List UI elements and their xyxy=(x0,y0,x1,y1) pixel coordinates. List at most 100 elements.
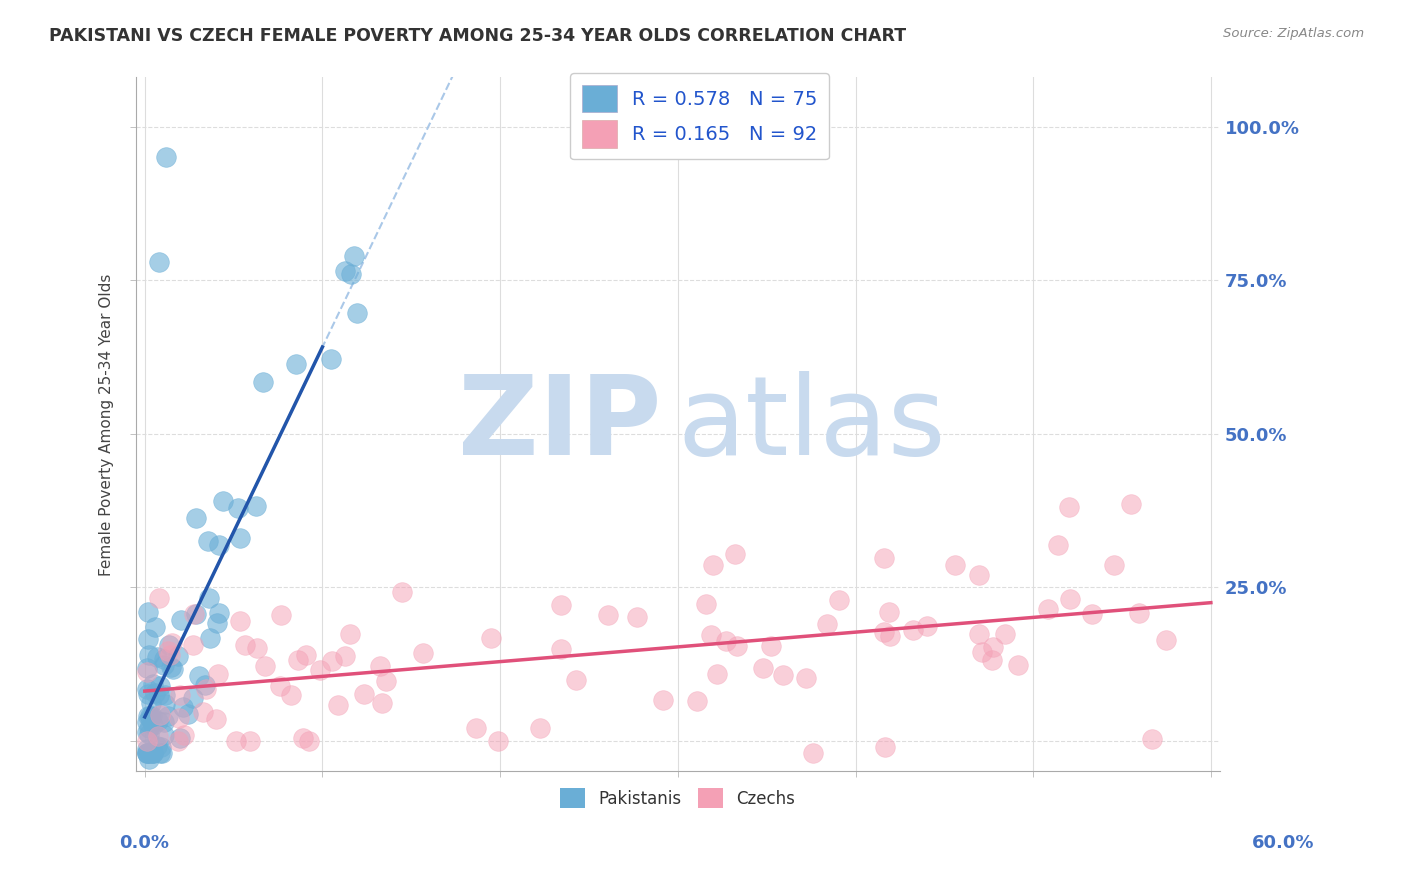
Point xyxy=(1154,633,1177,648)
Point xyxy=(229,531,252,545)
Point xyxy=(651,692,673,706)
Point xyxy=(141,696,163,710)
Point xyxy=(208,606,231,620)
Point xyxy=(146,650,169,665)
Point xyxy=(176,706,198,721)
Point xyxy=(723,548,745,562)
Point xyxy=(464,721,486,735)
Point xyxy=(146,714,169,728)
Point xyxy=(1102,558,1125,572)
Point xyxy=(702,558,724,572)
Point xyxy=(479,631,502,645)
Point xyxy=(135,733,157,747)
Point xyxy=(686,694,709,708)
Point xyxy=(138,711,160,725)
Point xyxy=(153,688,176,702)
Point xyxy=(141,717,163,731)
Point xyxy=(166,648,188,663)
Point xyxy=(291,731,314,745)
Point xyxy=(166,733,188,747)
Point xyxy=(138,727,160,741)
Point xyxy=(1007,657,1029,672)
Point xyxy=(172,700,194,714)
Point xyxy=(160,636,183,650)
Text: atlas: atlas xyxy=(678,371,946,478)
Point xyxy=(153,652,176,666)
Point xyxy=(695,597,717,611)
Point xyxy=(143,620,166,634)
Point xyxy=(148,688,170,702)
Point xyxy=(335,648,357,663)
Point xyxy=(550,641,572,656)
Point xyxy=(225,733,247,747)
Point xyxy=(1046,538,1069,552)
Point xyxy=(198,591,221,606)
Point xyxy=(828,593,851,607)
Point xyxy=(969,627,991,641)
Point xyxy=(162,661,184,675)
Point xyxy=(208,537,231,551)
Point xyxy=(270,607,292,622)
Text: PAKISTANI VS CZECH FEMALE POVERTY AMONG 25-34 YEAR OLDS CORRELATION CHART: PAKISTANI VS CZECH FEMALE POVERTY AMONG … xyxy=(49,27,907,45)
Point xyxy=(994,627,1017,641)
Point xyxy=(169,711,191,725)
Point xyxy=(141,746,163,760)
Point xyxy=(706,667,728,681)
Point xyxy=(135,741,157,756)
Point xyxy=(149,739,172,754)
Point xyxy=(200,631,222,645)
Point xyxy=(148,591,170,605)
Point xyxy=(340,267,363,281)
Point xyxy=(343,249,366,263)
Point xyxy=(565,673,588,687)
Point xyxy=(285,357,308,371)
Point xyxy=(943,558,966,572)
Point xyxy=(135,682,157,697)
Point xyxy=(1128,607,1150,621)
Point xyxy=(339,626,361,640)
Point xyxy=(153,728,176,742)
Point xyxy=(1059,592,1081,607)
Point xyxy=(725,639,748,653)
Point xyxy=(186,510,208,524)
Point xyxy=(229,614,252,628)
Point xyxy=(141,708,163,723)
Point xyxy=(375,674,398,689)
Point xyxy=(141,746,163,760)
Point xyxy=(252,375,274,389)
Point xyxy=(136,687,159,701)
Point xyxy=(879,629,901,643)
Point xyxy=(148,254,170,268)
Point xyxy=(138,648,160,662)
Point xyxy=(146,739,169,754)
Point xyxy=(298,733,321,747)
Point xyxy=(239,733,262,747)
Point xyxy=(759,639,782,653)
Point xyxy=(138,746,160,760)
Point xyxy=(149,679,172,693)
Point xyxy=(873,739,896,754)
Point xyxy=(550,599,572,613)
Point xyxy=(529,721,551,735)
Point xyxy=(346,305,368,319)
Point xyxy=(280,688,302,702)
Point xyxy=(191,706,214,720)
Point xyxy=(149,708,172,723)
Point xyxy=(226,500,249,515)
Point xyxy=(205,615,228,630)
Point xyxy=(143,685,166,699)
Point xyxy=(194,681,217,696)
Point xyxy=(598,608,620,623)
Point xyxy=(135,746,157,760)
Point xyxy=(981,640,1004,654)
Point xyxy=(149,746,172,760)
Point xyxy=(183,607,205,622)
Point xyxy=(197,534,219,549)
Point xyxy=(915,619,938,633)
Point xyxy=(153,714,176,729)
Text: 0.0%: 0.0% xyxy=(120,834,170,852)
Point xyxy=(803,746,825,760)
Point xyxy=(295,648,318,662)
Point xyxy=(157,644,180,658)
Point xyxy=(391,585,413,599)
